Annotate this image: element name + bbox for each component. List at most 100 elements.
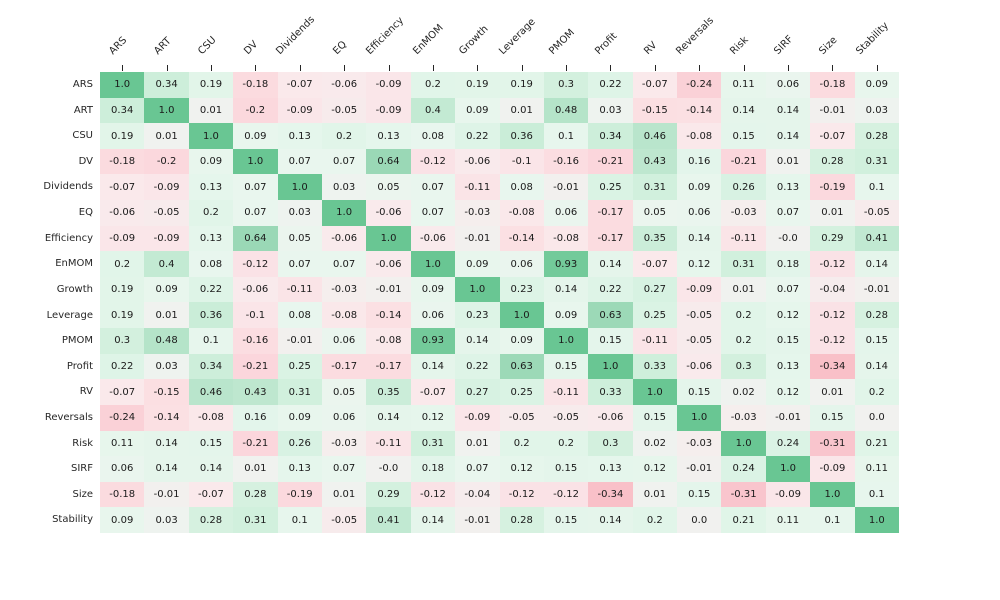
- heatmap-cell-Profit-Leverage: 0.63: [499, 353, 544, 380]
- heatmap-cell-EQ-Efficiency: -0.06: [366, 200, 411, 226]
- heatmap-cell-ARS-Profit: 0.22: [588, 72, 633, 98]
- heatmap-cell-Growth-DV: -0.06: [233, 276, 278, 303]
- heatmap-cell-SIRF-Stability: 0.11: [854, 456, 899, 482]
- heatmap-cell-PMOM-Size: -0.12: [810, 328, 855, 354]
- heatmap-cell-Reversals-Profit: -0.06: [588, 404, 633, 431]
- column-label-Size: Size: [817, 34, 840, 57]
- heatmap-cell-ARS-EQ: -0.06: [321, 72, 367, 98]
- heatmap-cell-Profit-Risk: 0.3: [721, 353, 766, 380]
- row-label-DV: DV: [78, 155, 93, 167]
- heatmap-cell-Efficiency-Reversals: 0.14: [677, 225, 722, 252]
- heatmap-cell-EQ-Size: 0.01: [810, 200, 855, 226]
- heatmap-cell-EnMOM-RV: -0.07: [632, 251, 678, 277]
- heatmap-cell-ARS-Risk: 0.11: [721, 72, 766, 98]
- heatmap-cell-PMOM-ARS: 0.3: [100, 328, 145, 354]
- heatmap-cell-Growth-EnMOM: 0.09: [410, 276, 456, 303]
- heatmap-cell-PMOM-CSU: 0.1: [188, 328, 234, 354]
- heatmap-cell-Leverage-EnMOM: 0.06: [410, 302, 456, 329]
- heatmap-cell-RV-Reversals: 0.15: [677, 379, 722, 405]
- heatmap-cell-EQ-CSU: 0.2: [188, 200, 234, 226]
- heatmap-cell-Growth-Risk: 0.01: [721, 276, 766, 303]
- heatmap-cell-ARS-Dividends: -0.07: [277, 72, 322, 98]
- heatmap-grid: 1.0 0.34 0.19 -0.18 -0.07 -0.06 -0.09 0.2 0.19 0.…: [100, 72, 899, 533]
- heatmap-cell-DV-PMOM: -0.16: [543, 148, 589, 175]
- heatmap-cell-ARS-PMOM: 0.3: [543, 72, 589, 98]
- heatmap-cell-RV-Stability: 0.2: [854, 379, 899, 405]
- tick-RV: [654, 65, 656, 71]
- row-label-Risk: Risk: [72, 437, 93, 449]
- heatmap-cell-ART-ARS: 0.34: [100, 97, 145, 124]
- column-label-ARS: ARS: [107, 34, 130, 57]
- heatmap-cell-PMOM-Profit: 0.15: [588, 328, 633, 354]
- row-labels: ARS ART CSU DV Dividends EQ Efficiency EnMOM Gro…: [0, 72, 93, 533]
- heatmap-cell-PMOM-Risk: 0.2: [721, 328, 766, 354]
- heatmap-cell-Risk-Dividends: 0.26: [277, 430, 322, 457]
- row-label-Dividends: Dividends: [43, 181, 93, 193]
- heatmap-cell-Profit-CSU: 0.34: [188, 353, 234, 380]
- heatmap-cell-ART-DV: -0.2: [233, 97, 278, 124]
- heatmap-cell-CSU-PMOM: 0.1: [543, 123, 589, 149]
- heatmap-cell-ART-CSU: 0.01: [188, 97, 234, 124]
- heatmap-cell-Profit-PMOM: 0.15: [543, 353, 589, 380]
- heatmap-cell-ART-Stability: 0.03: [854, 97, 899, 124]
- heatmap-cell-EnMOM-ART: 0.4: [144, 251, 189, 277]
- heatmap-cell-EnMOM-EQ: 0.07: [321, 251, 367, 277]
- column-label-EQ: EQ: [331, 39, 350, 57]
- heatmap-cell-CSU-SIRF: 0.14: [765, 123, 811, 149]
- tick-EnMOM: [432, 65, 434, 71]
- heatmap-cell-ARS-Size: -0.18: [810, 72, 855, 98]
- heatmap-cell-DV-EnMOM: -0.12: [410, 148, 456, 175]
- tick-ARS: [122, 65, 124, 71]
- heatmap-cell-Size-Risk: -0.31: [721, 481, 766, 508]
- tick-Stability: [876, 65, 878, 71]
- heatmap-cell-Leverage-PMOM: 0.09: [543, 302, 589, 329]
- heatmap-cell-Growth-PMOM: 0.14: [543, 276, 589, 303]
- heatmap-cell-DV-CSU: 0.09: [188, 148, 234, 175]
- tick-Growth: [477, 65, 479, 71]
- heatmap-cell-SIRF-Efficiency: -0.0: [366, 456, 411, 482]
- heatmap-cell-ART-Dividends: -0.09: [277, 97, 322, 124]
- column-label-Stability: Stability: [854, 20, 892, 57]
- heatmap-cell-Profit-ART: 0.03: [144, 353, 189, 380]
- heatmap-cell-EnMOM-Dividends: 0.07: [277, 251, 322, 277]
- heatmap-cell-Dividends-DV: 0.07: [233, 174, 278, 201]
- heatmap-cell-Risk-DV: -0.21: [233, 430, 278, 457]
- heatmap-cell-Risk-EQ: -0.03: [321, 430, 367, 457]
- heatmap-cell-CSU-Growth: 0.22: [455, 123, 500, 149]
- heatmap-cell-Growth-Reversals: -0.09: [677, 276, 722, 303]
- column-label-PMOM: PMOM: [547, 27, 578, 57]
- heatmap-cell-Size-ART: -0.01: [144, 481, 189, 508]
- heatmap-cell-RV-EQ: 0.05: [321, 379, 367, 405]
- heatmap-cell-Efficiency-EnMOM: -0.06: [410, 225, 456, 252]
- heatmap-cell-DV-SIRF: 0.01: [765, 148, 811, 175]
- heatmap-cell-Size-SIRF: -0.09: [765, 481, 811, 508]
- heatmap-cell-RV-SIRF: 0.12: [765, 379, 811, 405]
- heatmap-cell-Growth-CSU: 0.22: [188, 276, 234, 303]
- heatmap-cell-PMOM-DV: -0.16: [233, 328, 278, 354]
- heatmap-cell-Efficiency-Profit: -0.17: [588, 225, 633, 252]
- heatmap-cell-EQ-ARS: -0.06: [100, 200, 145, 226]
- heatmap-cell-PMOM-Stability: 0.15: [854, 328, 899, 354]
- heatmap-cell-SIRF-CSU: 0.14: [188, 456, 234, 482]
- heatmap-cell-Size-Efficiency: 0.29: [366, 481, 411, 508]
- heatmap-cell-PMOM-Leverage: 0.09: [499, 328, 544, 354]
- heatmap-cell-ARS-CSU: 0.19: [188, 72, 234, 98]
- heatmap-cell-PMOM-Dividends: -0.01: [277, 328, 322, 354]
- heatmap-cell-Efficiency-Growth: -0.01: [455, 225, 500, 252]
- heatmap-cell-DV-Growth: -0.06: [455, 148, 500, 175]
- heatmap-cell-Stability-EQ: -0.05: [321, 507, 367, 533]
- tick-EQ: [344, 65, 346, 71]
- heatmap-cell-EQ-PMOM: 0.06: [543, 200, 589, 226]
- heatmap-cell-ARS-SIRF: 0.06: [765, 72, 811, 98]
- heatmap-cell-Size-EQ: 0.01: [321, 481, 367, 508]
- heatmap-cell-Size-Profit: -0.34: [588, 481, 633, 508]
- heatmap-cell-PMOM-ART: 0.48: [144, 328, 189, 354]
- heatmap-cell-Leverage-Dividends: 0.08: [277, 302, 322, 329]
- heatmap-cell-Risk-Size: -0.31: [810, 430, 855, 457]
- row-label-Stability: Stability: [52, 514, 93, 526]
- heatmap-cell-SIRF-ARS: 0.06: [100, 456, 145, 482]
- heatmap-cell-DV-DV: 1.0: [233, 148, 278, 175]
- row-label-Leverage: Leverage: [46, 309, 93, 321]
- heatmap-cell-Dividends-Size: -0.19: [810, 174, 855, 201]
- heatmap-cell-Stability-SIRF: 0.11: [765, 507, 811, 533]
